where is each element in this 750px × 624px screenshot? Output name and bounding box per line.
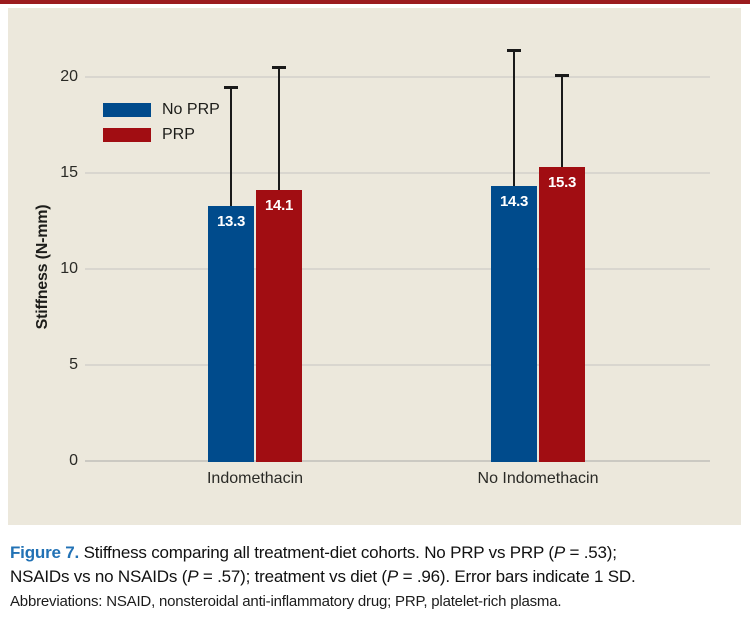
error-bar-cap [272,66,286,69]
error-bar-line [230,87,232,216]
legend-swatch [103,103,151,117]
gridline-y-20 [85,76,710,78]
category-label-1: Indomethacin [206,470,304,487]
caption-segment: P [187,567,199,586]
error-bar-cap [224,86,238,89]
top-accent-rule [0,0,750,4]
category-label-2: No Indomethacin [477,470,599,487]
caption-segment: NSAIDs vs no NSAIDs ( [10,567,188,586]
gridline-y-10 [85,268,710,270]
bar-no-prp-1 [208,206,254,462]
y-tick-label-0: 0 [69,452,78,469]
gridline-y-15 [85,172,710,174]
bar-value-label: 14.1 [265,197,293,214]
bar-no-prp-2 [491,186,537,462]
y-tick-label-15: 15 [60,164,78,181]
caption-text: Figure 7. Stiffness comparing all treatm… [10,541,746,589]
figure-caption: Figure 7. Stiffness comparing all treatm… [10,541,746,611]
gridline-y-5 [85,364,710,366]
legend-item: PRP [103,127,220,143]
x-axis-baseline [85,460,710,462]
y-tick-label-10: 10 [60,260,78,277]
caption-segment: P [553,543,565,562]
bar-value-label: 15.3 [548,174,576,191]
caption-line: Figure 7. Stiffness comparing all treatm… [10,541,746,565]
caption-segment: = .96). Error bars indicate 1 SD. [398,567,636,586]
caption-segment: = .53); [564,543,617,562]
y-tick-label-5: 5 [69,356,78,373]
legend-label: PRP [162,126,195,143]
error-bar-line [278,67,280,200]
caption-line: NSAIDs vs no NSAIDs (P = .57); treatment… [10,565,746,589]
chart-panel [8,8,741,525]
error-bar-line [561,75,563,177]
legend-swatch [103,128,151,142]
legend-item: No PRP [103,102,220,118]
error-bar-line [513,50,515,196]
caption-segment: P [386,567,399,586]
error-bar-cap [507,49,521,52]
abbreviations-note: Abbreviations: NSAID, nonsteroidal anti-… [10,593,562,610]
legend-label: No PRP [162,101,220,118]
caption-segment: Stiffness comparing all treatment-diet c… [79,543,554,562]
bar-value-label: 13.3 [217,213,245,230]
legend: No PRP PRP [103,102,220,152]
bar-prp-2 [539,167,585,462]
error-bar-cap [555,74,569,77]
figure-number-label: Figure 7. [10,543,80,562]
y-tick-label-20: 20 [60,68,78,85]
caption-segment: = .57); treatment vs diet ( [198,567,387,586]
bar-value-label: 14.3 [500,193,528,210]
bar-prp-1 [256,190,302,462]
